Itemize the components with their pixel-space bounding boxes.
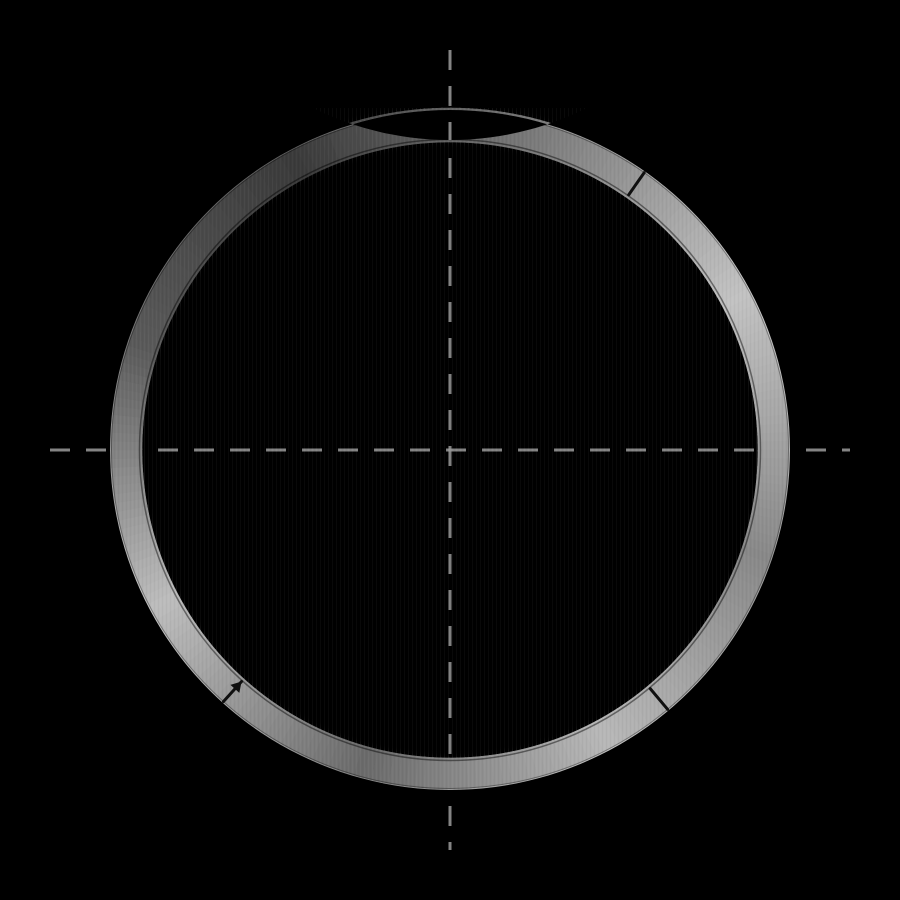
diagram-canvas	[0, 0, 900, 900]
ring-diagram-svg	[0, 0, 900, 900]
metal-ring	[108, 108, 792, 792]
